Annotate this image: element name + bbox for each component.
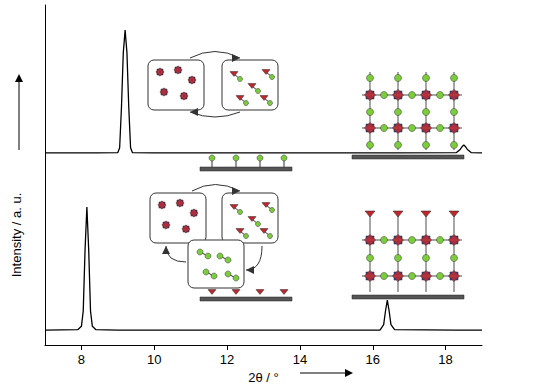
svg-text:2θ / °: 2θ / °: [248, 370, 279, 385]
svg-text:16: 16: [366, 352, 380, 367]
svg-text:18: 18: [438, 352, 452, 367]
svg-text:8: 8: [78, 352, 85, 367]
svg-text:14: 14: [293, 352, 307, 367]
svg-text:10: 10: [147, 352, 161, 367]
svg-text:12: 12: [220, 352, 234, 367]
svg-text:Intensity / a. u.: Intensity / a. u.: [9, 193, 24, 278]
